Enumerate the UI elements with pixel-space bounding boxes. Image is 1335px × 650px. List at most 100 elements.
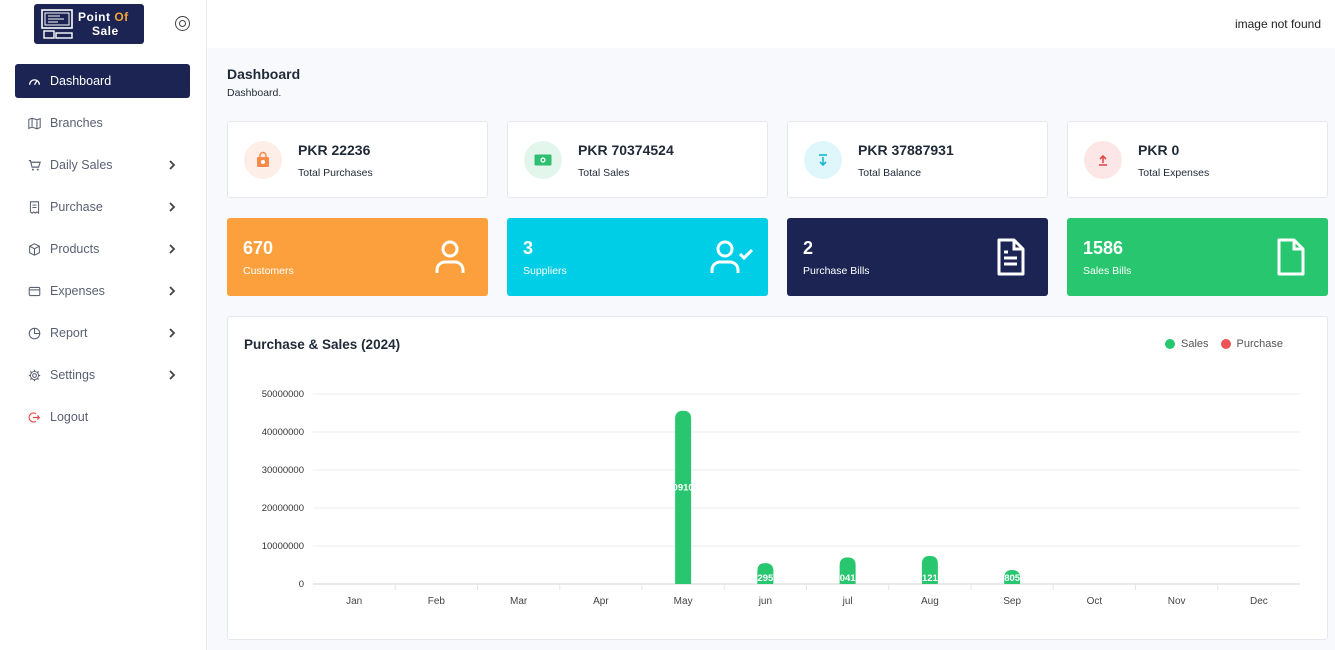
sidebar-item-products[interactable]: Products [15, 232, 190, 266]
stat-value: PKR 37887931 [858, 142, 954, 158]
bar-sales-sep [1004, 569, 1021, 584]
brand-text: Point Of Sale [78, 10, 129, 38]
user-check-icon [710, 237, 754, 277]
legend-marker-sales [1164, 339, 1175, 349]
legend-marker-purchase [1220, 339, 1231, 349]
file-icon [1270, 237, 1310, 277]
sidebar-item-branches[interactable]: Branches [15, 106, 190, 140]
y-tick-label: 40000000 [262, 427, 304, 438]
sidebar-item-label: Branches [50, 116, 103, 130]
bar-sales-jun [757, 563, 774, 584]
bar-sales-may [675, 410, 692, 584]
stat-card-total-balance: PKR 37887931 Total Balance [787, 121, 1048, 198]
x-tick-label: Nov [1168, 596, 1186, 607]
sidebar-item-daily-sales[interactable]: Daily Sales [15, 148, 190, 182]
chevron-right-icon [166, 201, 178, 213]
bar-chart: 0 10000000 20000000 30000000 40000000 5000000… [262, 389, 1300, 607]
sidebar: Point Of Sale Dashboard Branches Daily Sal… [0, 0, 207, 650]
sidebar-item-label: Settings [50, 368, 96, 382]
chevron-right-icon [166, 369, 178, 381]
x-tick-label: Jan [346, 596, 362, 607]
sidebar-item-label: Products [50, 242, 100, 256]
stat-value: PKR 22236 [298, 142, 371, 158]
bar-data-label: 041 [840, 573, 857, 584]
bar-data-label: 295 [757, 573, 774, 584]
sidebar-item-report[interactable]: Report [15, 316, 190, 350]
x-tick-label: Aug [921, 596, 939, 607]
cash-icon [524, 141, 562, 179]
sidebar-item-dashboard[interactable]: Dashboard [15, 64, 190, 98]
sidebar-item-label: Dashboard [50, 74, 112, 88]
chevron-right-icon [166, 285, 178, 297]
stat-label: Total Purchases [298, 167, 373, 179]
bar-sales-jul [839, 557, 856, 584]
stat-value: PKR 70374524 [578, 142, 674, 158]
x-tick-label: Apr [593, 596, 609, 607]
x-tick-label: Sep [1003, 596, 1021, 607]
y-tick-label: 20000000 [262, 503, 304, 514]
gear-icon [27, 368, 41, 382]
count-label: Suppliers [523, 265, 567, 277]
count-card-customers[interactable]: 670 Customers [227, 218, 488, 296]
stat-card-total-purchases: PKR 22236 Total Purchases [227, 121, 488, 198]
user-icon [430, 237, 470, 277]
count-value: 2 [803, 238, 814, 258]
chevron-right-icon [166, 327, 178, 339]
gauge-icon [27, 74, 41, 88]
sidebar-item-label: Purchase [50, 200, 103, 214]
purchase-sales-chart-panel: Purchase & Sales (2024) Sales Purchase 0… [227, 316, 1328, 640]
x-tick-label: Oct [1087, 596, 1103, 607]
x-tick-label: Mar [510, 596, 528, 607]
count-value: 670 [243, 238, 274, 258]
bar-sales-aug [921, 555, 938, 584]
cart-icon [27, 158, 41, 172]
bag-icon [244, 141, 282, 179]
stat-card-total-expenses: PKR 0 Total Expenses [1067, 121, 1328, 198]
legend-item-sales[interactable]: Sales [1164, 338, 1209, 350]
sidebar-item-label: Logout [50, 410, 89, 424]
stat-card-total-sales: PKR 70374524 Total Sales [507, 121, 768, 198]
top-bar: image not found [207, 0, 1335, 48]
x-tick-label: jul [842, 596, 853, 607]
count-label: Sales Bills [1083, 265, 1132, 277]
sidebar-item-settings[interactable]: Settings [15, 358, 190, 392]
wallet-icon [27, 284, 41, 298]
x-tick-label: May [674, 596, 693, 607]
count-card-sales-bills[interactable]: 1586 Sales Bills [1067, 218, 1328, 296]
upload-icon [1084, 141, 1122, 179]
stat-label: Total Expenses [1138, 167, 1210, 179]
sidebar-nav: Dashboard Branches Daily Sales Purchase Prod… [15, 64, 190, 442]
sidebar-item-label: Expenses [50, 284, 105, 298]
logout-icon [27, 410, 41, 424]
breadcrumb: Dashboard. [227, 87, 282, 99]
stat-label: Total Balance [858, 167, 922, 179]
sidebar-item-logout[interactable]: Logout [15, 400, 190, 434]
y-tick-label: 0 [299, 579, 304, 590]
count-card-purchase-bills[interactable]: 2 Purchase Bills [787, 218, 1048, 296]
legend-label-sales: Sales [1180, 338, 1209, 350]
download-icon [804, 141, 842, 179]
count-value: 1586 [1083, 238, 1124, 258]
pos-terminal-icon [41, 9, 73, 39]
bar-data-label: 805 [1004, 573, 1021, 584]
legend-item-purchase[interactable]: Purchase [1220, 338, 1283, 350]
legend-label-purchase: Purchase [1236, 338, 1283, 350]
profile-image-alt-text[interactable]: image not found [1234, 17, 1321, 31]
page-title: Dashboard [227, 66, 301, 82]
stat-label: Total Sales [578, 167, 630, 179]
y-tick-label: 10000000 [262, 541, 304, 552]
sidebar-item-expenses[interactable]: Expenses [15, 274, 190, 308]
bar-data-label: 0910 [673, 482, 694, 493]
bar-data-label: 121 [922, 573, 939, 584]
brand-logo[interactable]: Point Of Sale [34, 4, 144, 44]
count-card-suppliers[interactable]: 3 Suppliers [507, 218, 768, 296]
count-label: Purchase Bills [803, 265, 870, 277]
pie-icon [27, 326, 41, 340]
chart-title: Purchase & Sales (2024) [244, 337, 401, 352]
chart-legend: Sales Purchase [1153, 338, 1283, 350]
sidebar-item-purchase[interactable]: Purchase [15, 190, 190, 224]
chevron-right-icon [166, 243, 178, 255]
sidebar-toggle-button[interactable] [175, 16, 190, 31]
stat-value: PKR 0 [1138, 142, 1180, 158]
count-label: Customers [243, 265, 294, 277]
